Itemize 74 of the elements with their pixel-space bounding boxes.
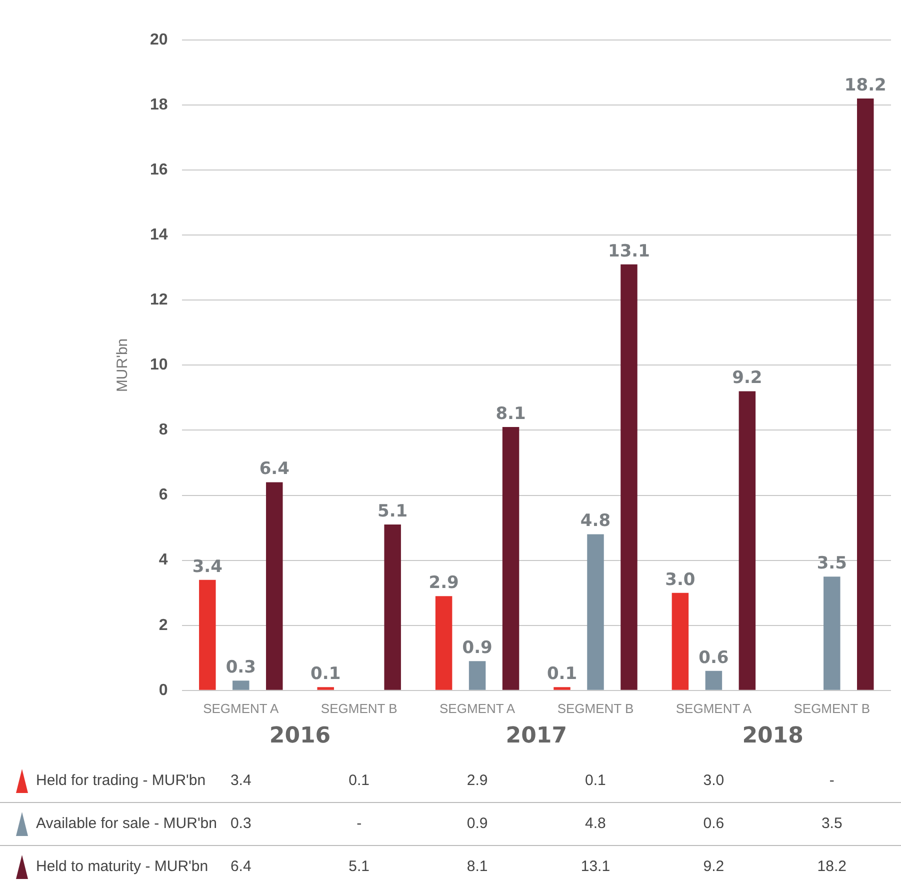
text: 13.1 (608, 241, 650, 262)
text: 2017 (506, 724, 568, 749)
data-label: 3.5 (820, 815, 844, 832)
data-label: 2.9 (466, 772, 489, 789)
x-tick-label: SEGMENT B (320, 700, 398, 716)
y-tick-label: 6 (158, 486, 168, 504)
y-tick-label: 14 (150, 226, 168, 244)
text: 5.1 (378, 501, 408, 522)
y-tick-label: 8 (158, 422, 168, 439)
bar (738, 391, 756, 690)
bar (620, 264, 638, 690)
y-tick-label: 20 (150, 31, 168, 48)
x-tick-label: SEGMENT B (557, 700, 634, 716)
text: 9.2 (732, 368, 762, 388)
bar (317, 687, 334, 690)
bar (857, 98, 874, 690)
data-label: 8.1 (466, 858, 489, 875)
legend-label: Held for trading - MUR'bn (36, 772, 206, 789)
text: 0.9 (462, 638, 492, 658)
data-label: 0.9 (466, 815, 489, 832)
text: 0.6 (698, 648, 729, 668)
text: 0.3 (226, 658, 256, 678)
text: - (356, 815, 362, 832)
x-tick-label: SEGMENT A (676, 700, 752, 716)
bar (824, 576, 840, 690)
y-tick-label: 16 (150, 161, 168, 178)
x-tick-label: SEGMENT A (439, 700, 516, 716)
data-label: 4.8 (584, 815, 607, 832)
bar (384, 524, 401, 690)
text: 4.8 (580, 511, 611, 532)
bar (705, 670, 722, 690)
text: 2018 (742, 724, 804, 749)
y-tick-label: 10 (150, 356, 168, 374)
text: 3.5 (816, 554, 847, 574)
text: 8.1 (496, 404, 526, 424)
data-label: 5.1 (348, 858, 371, 875)
text: 3.4 (192, 556, 222, 577)
y-tick-label: 4 (158, 552, 168, 569)
bar (672, 592, 689, 690)
data-label: 18.2 (816, 858, 848, 875)
legend-label: Available for sale - MUR'bn (36, 815, 217, 832)
bar (468, 661, 486, 690)
x-tick-label: SEGMENT B (794, 700, 870, 716)
bar (266, 482, 283, 690)
data-label: 0.1 (584, 772, 607, 789)
bar (587, 534, 604, 690)
data-label: 3.4 (229, 772, 252, 789)
data-label: 0.6 (702, 815, 726, 832)
bar (232, 680, 250, 690)
bar (554, 687, 570, 690)
y-tick-label: 18 (150, 96, 168, 114)
text: 0.1 (546, 664, 578, 684)
text: - (829, 772, 834, 789)
bar (502, 426, 520, 690)
text: 6.4 (259, 459, 290, 480)
y-tick-label: 12 (150, 292, 168, 309)
text: 2016 (269, 724, 331, 749)
bar (435, 596, 452, 690)
x-tick-label: SEGMENT A (203, 700, 280, 716)
bar (199, 580, 216, 690)
data-label: 13.1 (580, 858, 612, 875)
text: 3.0 (665, 570, 696, 590)
data-label: 0.3 (229, 815, 252, 832)
text: 0.1 (310, 664, 341, 684)
text: 2.9 (428, 573, 459, 594)
y-tick-label: 0 (158, 682, 168, 699)
y-axis-title: MUR'bn (114, 338, 132, 392)
legend-label: Held to maturity - MUR'bn (36, 858, 208, 875)
data-label: 9.2 (702, 858, 726, 875)
text: 18.2 (844, 75, 886, 96)
y-tick-label: 2 (158, 616, 168, 634)
data-label: 6.4 (229, 858, 252, 875)
data-label: 3.0 (702, 772, 726, 789)
data-label: 0.1 (348, 772, 371, 789)
